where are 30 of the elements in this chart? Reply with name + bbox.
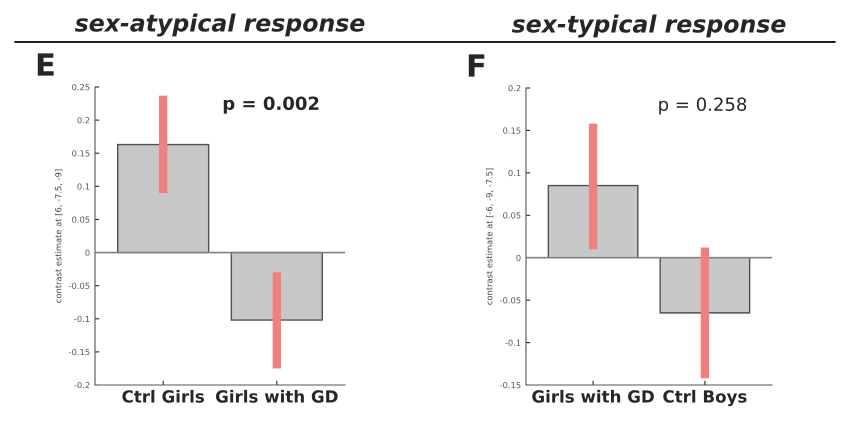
y-tick-label: -0.05 — [68, 282, 90, 289]
y-tick-label: 0.05 — [72, 216, 90, 223]
y-tick-label: -0.15 — [68, 348, 90, 356]
y-tick-label: 0 — [516, 254, 521, 261]
y-tick-label: -0.1 — [505, 340, 520, 346]
y-tick-label: 0.05 — [503, 212, 520, 219]
x-tick-label: Ctrl Girls — [122, 390, 204, 403]
x-tick-label: Girls with GD — [216, 390, 338, 403]
y-tick-label: -0.05 — [500, 297, 520, 304]
chart-title: sex-typical response — [512, 14, 786, 38]
y-tick-label: 0.2 — [77, 117, 90, 124]
text: F — [468, 54, 484, 77]
y-tick-label: 0.1 — [77, 183, 90, 190]
y-tick-label: 0.15 — [72, 150, 90, 157]
chart-title: sex-atypical response — [74, 14, 364, 37]
y-tick-label: -0.2 — [74, 382, 90, 388]
y-tick-label: 0.1 — [508, 170, 520, 176]
y-tick-label: -0.15 — [500, 382, 520, 388]
y-axis-title: contrast estimate at [-6, -9, -7.5] — [486, 168, 494, 305]
y-tick-label: 0 — [85, 250, 90, 256]
x-tick-label: Ctrl Boys — [663, 390, 747, 406]
x-tick-label: Girls with GD — [532, 390, 654, 403]
y-axis-title: contrast estimate at [6, -7.5, -9] — [54, 170, 62, 303]
annotation: p = 0.258 — [659, 97, 746, 115]
y-tick-label: -0.1 — [74, 316, 90, 322]
y-tick-label: 0.25 — [72, 84, 90, 90]
annotation: p = 0.002 — [224, 96, 318, 114]
y-tick-label: 0.15 — [503, 127, 520, 134]
text: E — [38, 53, 54, 76]
y-tick-label: 0.2 — [508, 84, 520, 92]
